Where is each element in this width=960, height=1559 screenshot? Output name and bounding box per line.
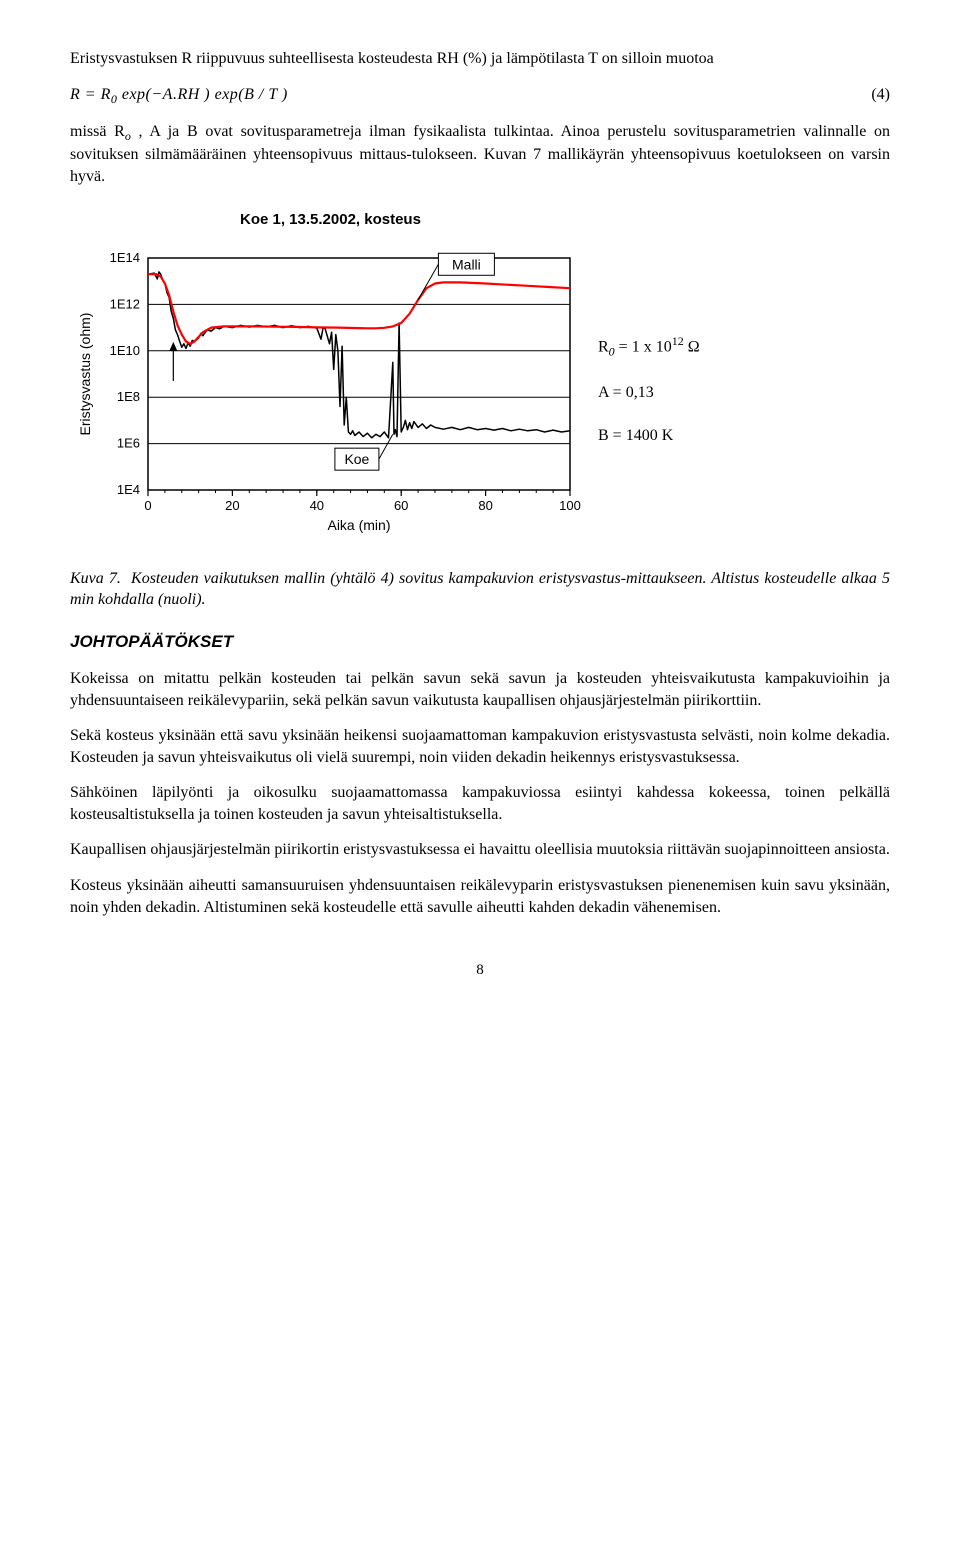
svg-text:0: 0 xyxy=(144,498,151,513)
equation-formula: R = R0 exp(−A.RH ) exp(B / T ) xyxy=(70,84,850,107)
svg-text:1E10: 1E10 xyxy=(110,343,140,358)
svg-text:1E4: 1E4 xyxy=(117,482,140,497)
equation-number: (4) xyxy=(850,84,890,106)
fit-parameters: R0 = 1 x 1012 Ω A = 0,13 B = 1400 K xyxy=(598,311,700,469)
svg-text:Eristysvastus (ohm): Eristysvastus (ohm) xyxy=(77,312,93,435)
svg-text:20: 20 xyxy=(225,498,239,513)
paragraph-5: Sähköinen läpilyönti ja oikosulku suojaa… xyxy=(70,782,890,825)
svg-text:60: 60 xyxy=(394,498,408,513)
svg-text:80: 80 xyxy=(478,498,492,513)
figure-caption: Kuva 7. Kosteuden vaikutuksen mallin (yh… xyxy=(70,568,890,611)
section-heading: JOHTOPÄÄTÖKSET xyxy=(70,631,890,654)
paragraph-6: Kaupallisen ohjausjärjestelmän piirikort… xyxy=(70,839,890,861)
chart-title: Koe 1, 13.5.2002, kosteus xyxy=(240,210,890,230)
svg-text:Malli: Malli xyxy=(452,256,481,272)
svg-text:1E6: 1E6 xyxy=(117,435,140,450)
paragraph-7: Kosteus yksinään aiheutti samansuuruisen… xyxy=(70,875,890,918)
intro-paragraph: Eristysvastuksen R riippuvuus suhteellis… xyxy=(70,48,890,70)
chart-svg: 1E4 1E6 1E8 1E10 1E12 1E14 0 20 40 60 80 100 Aika (m… xyxy=(70,240,590,540)
svg-text:Koe: Koe xyxy=(344,451,369,467)
paragraph-3: Kokeissa on mitattu pelkän kosteuden tai… xyxy=(70,668,890,711)
svg-text:100: 100 xyxy=(559,498,581,513)
chart-block: Koe 1, 13.5.2002, kosteus 1E41E61E81E101… xyxy=(70,210,890,540)
param-r0: R0 = 1 x 1012 Ω xyxy=(598,333,700,360)
equation-row: R = R0 exp(−A.RH ) exp(B / T ) (4) xyxy=(70,84,890,107)
svg-text:40: 40 xyxy=(310,498,324,513)
paragraph-4: Sekä kosteus yksinään että savu yksinään… xyxy=(70,725,890,768)
svg-text:Aika (min): Aika (min) xyxy=(327,517,390,533)
page-number: 8 xyxy=(70,960,890,980)
svg-text:1E14: 1E14 xyxy=(110,250,140,265)
paragraph-2: missä Ro , A ja B ovat sovitusparametrej… xyxy=(70,121,890,188)
param-a: A = 0,13 xyxy=(598,382,700,404)
param-b: B = 1400 K xyxy=(598,425,700,447)
svg-text:1E12: 1E12 xyxy=(110,296,140,311)
svg-text:1E8: 1E8 xyxy=(117,389,140,404)
